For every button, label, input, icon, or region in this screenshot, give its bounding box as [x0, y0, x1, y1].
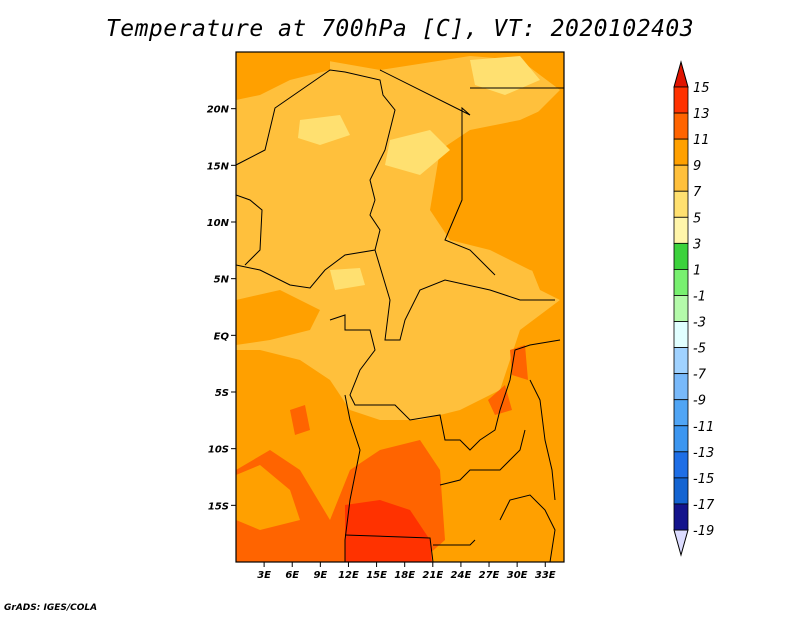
colorbar-swatch	[673, 269, 689, 296]
y-tick-label: 5N	[214, 275, 230, 286]
field-13-15	[345, 500, 432, 562]
y-tick-label: 15N	[207, 161, 230, 172]
x-tick-label: 15E	[366, 570, 387, 581]
colorbar-swatch	[673, 347, 689, 375]
colorbar-swatch	[673, 425, 689, 453]
colorbar-label: -1	[693, 289, 706, 304]
field-11-13	[236, 345, 528, 562]
colorbar-label: -19	[693, 524, 714, 539]
field-5-7	[298, 56, 540, 290]
x-tick-label: 21E	[422, 570, 443, 581]
colorbar-top-arrow	[673, 60, 689, 88]
colorbar-label: 3	[693, 237, 701, 252]
field-9-11-north	[236, 52, 564, 345]
colorbar-swatch	[673, 216, 689, 244]
colorbar-swatch	[673, 164, 689, 192]
field-9-11-south	[236, 465, 300, 530]
x-tick-label: 6E	[285, 570, 299, 581]
x-tick-label: 27E	[479, 570, 500, 581]
colorbar-swatch	[673, 86, 689, 114]
x-tick-label: 3E	[257, 570, 271, 581]
x-tick-label: 12E	[338, 570, 359, 581]
x-tick-label: 18E	[394, 570, 415, 581]
colorbar-swatch	[673, 399, 689, 427]
colorbar-label: -9	[693, 394, 706, 409]
colorbar-label: -13	[693, 446, 714, 461]
colorbar-label: -17	[693, 498, 715, 513]
country-borders	[236, 69, 564, 562]
chart-title: Temperature at 700hPa [C], VT: 202010240…	[105, 16, 695, 42]
y-axis: 20N 15N 10N 5N EQ 5S 10S 15S	[207, 105, 236, 512]
colorbar-swatch	[673, 321, 689, 348]
colorbar-swatch	[673, 242, 689, 270]
y-tick-label: 10N	[207, 218, 230, 229]
colorbar-swatch	[673, 477, 689, 505]
x-tick-label: 30E	[507, 570, 528, 581]
map-frame	[235, 51, 565, 563]
colorbar-label: -7	[693, 368, 707, 383]
x-axis: 3E 6E 9E 12E 15E 18E 21E 24E 27E 30E 33E	[257, 562, 556, 581]
y-tick-label: 20N	[207, 105, 230, 116]
colorbar-label: -15	[693, 472, 714, 487]
colorbar-swatch	[673, 373, 689, 401]
colorbar-swatch	[673, 138, 689, 166]
y-tick-label: 10S	[208, 445, 229, 456]
y-tick-label: EQ	[214, 331, 230, 342]
y-tick-label: 15S	[208, 501, 229, 512]
colorbar-label: 5	[693, 211, 701, 226]
colorbar-label: 7	[693, 185, 702, 200]
x-tick-label: 9E	[313, 570, 327, 581]
colorbar-swatch	[673, 451, 689, 479]
colorbar-swatch	[673, 190, 689, 218]
y-tick-label: 5S	[215, 388, 229, 399]
colorbar: 15 13 11 9 7 5 3 1 -1 -3 -5 -7 -9 -11 -13 -15 -17 -19	[673, 60, 715, 557]
colorbar-bottom-arrow	[673, 529, 689, 557]
colorbar-swatch	[673, 503, 689, 531]
colorbar-label: 13	[693, 107, 710, 122]
colorbar-label: 15	[693, 81, 710, 96]
x-tick-label: 33E	[535, 570, 556, 581]
temperature-field	[236, 52, 564, 562]
colorbar-label: 1	[693, 263, 701, 278]
colorbar-swatch	[673, 295, 689, 322]
colorbar-label: -3	[693, 316, 706, 331]
x-tick-label: 24E	[451, 570, 472, 581]
colorbar-label: -11	[693, 420, 714, 435]
colorbar-swatch	[673, 112, 689, 140]
colorbar-label: 9	[693, 159, 701, 174]
colorbar-label: 11	[693, 133, 710, 148]
colorbar-label: -5	[693, 342, 706, 357]
grads-credit: GrADS: IGES/COLA	[4, 603, 98, 613]
